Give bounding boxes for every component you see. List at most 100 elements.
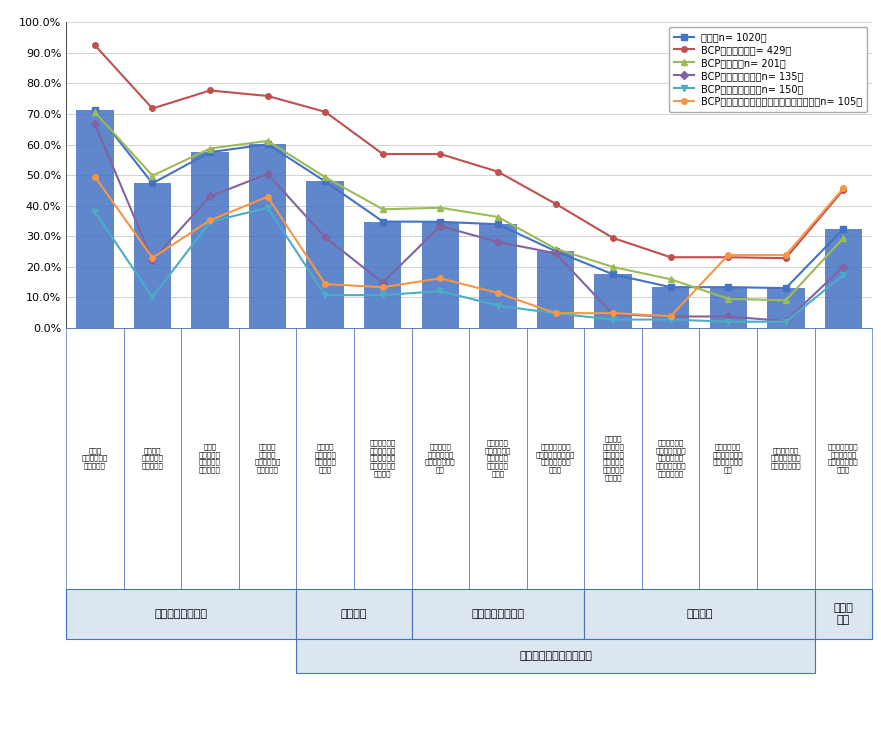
Text: 優先して
復旧すべき
業務・事業
の選定: 優先して 復旧すべき 業務・事業 の選定: [315, 443, 337, 473]
Bar: [422, 222, 459, 328]
BCP策定予定あり（n= 135）: [723, 312, 734, 321]
BCP策定有無又は策定予定がわからない（n= 105）: [492, 288, 503, 297]
BCP策定中（n= 201）: [838, 233, 848, 242]
全体（n= 1020）: [263, 140, 273, 149]
BCP策定有無又は策定予定がわからない（n= 105）: [90, 172, 100, 181]
BCP策定済み（ｎ= 429）: [435, 150, 446, 159]
BCP策定中（n= 201）: [320, 173, 330, 182]
BCP策定有無又は策定予定がわからない（n= 105）: [320, 279, 330, 288]
BCP策定中（n= 201）: [551, 244, 561, 253]
BCP策定予定なし（n= 150）: [204, 218, 215, 226]
BCP策定予定なし（n= 150）: [377, 291, 388, 299]
BCP策定予定あり（n= 135）: [838, 262, 848, 271]
BCP策定有無又は策定予定がわからない（n= 105）: [838, 184, 848, 193]
BCP策定予定なし（n= 150）: [838, 270, 848, 279]
BCP策定中（n= 201）: [90, 108, 100, 117]
全体（n= 1020）: [377, 217, 388, 226]
BCP策定有無又は策定予定がわからない（n= 105）: [723, 250, 734, 259]
BCP策定済み（ｎ= 429）: [723, 253, 734, 261]
BCP策定予定あり（n= 135）: [320, 233, 330, 242]
BCP策定中（n= 201）: [492, 212, 503, 221]
Text: 復旧方针: 復旧方针: [341, 609, 367, 619]
Legend: 全体（n= 1020）, BCP策定済み（ｎ= 429）, BCP策定中（n= 201）, BCP策定予定あり（n= 135）, BCP策定予定なし（n= 15: 全体（n= 1020）, BCP策定済み（ｎ= 429）, BCP策定中（n= …: [670, 28, 867, 112]
BCP策定予定あり（n= 135）: [147, 256, 158, 264]
Bar: [825, 229, 862, 328]
Bar: [537, 251, 574, 328]
BCP策定中（n= 201）: [147, 171, 158, 180]
Text: 災害・事故等が
発生したこと
を想定した訓練
の実施: 災害・事故等が 発生したこと を想定した訓練 の実施: [828, 443, 859, 473]
BCP策定中（n= 201）: [377, 205, 388, 214]
BCP策定中（n= 201）: [665, 275, 676, 284]
Text: マスコミへの
情報発信手順・
代替メディアの
用意: マスコミへの 情報発信手順・ 代替メディアの 用意: [713, 443, 744, 473]
BCP策定済み（ｎ= 429）: [204, 86, 215, 95]
Bar: [134, 183, 171, 328]
BCP策定有無又は策定予定がわからない（n= 105）: [551, 308, 561, 317]
BCP策定有無又は策定予定がわからない（n= 105）: [263, 192, 273, 201]
BCP策定中（n= 201）: [608, 262, 618, 271]
BCP策定済み（ｎ= 429）: [838, 186, 848, 194]
BCP策定済み（ｎ= 429）: [147, 104, 158, 113]
Bar: [307, 182, 344, 328]
Text: 対策本部
立上げ判断
基準の設定: 対策本部 立上げ判断 基準の設定: [142, 447, 163, 469]
Line: 全体（n= 1020）: 全体（n= 1020）: [93, 107, 846, 291]
全体（n= 1020）: [435, 218, 446, 226]
BCP策定済み（ｎ= 429）: [551, 200, 561, 209]
BCP策定有無又は策定予定がわからない（n= 105）: [665, 311, 676, 320]
全体（n= 1020）: [723, 282, 734, 291]
BCP策定予定あり（n= 135）: [90, 120, 100, 129]
全体（n= 1020）: [838, 224, 848, 233]
Line: BCP策定予定あり（n= 135）: BCP策定予定あり（n= 135）: [93, 121, 846, 324]
BCP策定済み（ｎ= 429）: [263, 92, 273, 101]
Text: 外部連携: 外部連携: [686, 609, 713, 619]
Text: 自社リソース復旧: 自社リソース復旧: [471, 609, 524, 619]
BCP策定予定あり（n= 135）: [377, 278, 388, 287]
全体（n= 1020）: [608, 270, 618, 279]
BCP策定済み（ｎ= 429）: [665, 253, 676, 261]
BCP策定中（n= 201）: [723, 294, 734, 303]
BCP策定済み（ｎ= 429）: [320, 107, 330, 116]
BCP策定有無又は策定予定がわからない（n= 105）: [435, 274, 446, 283]
BCP策定予定あり（n= 135）: [551, 249, 561, 258]
Text: いつまでに、
どの程度まで
事業を復旧さ
せるかの目標
設定業務: いつまでに、 どの程度まで 事業を復旧さ せるかの目標 設定業務: [370, 440, 396, 477]
Bar: [249, 145, 286, 328]
BCP策定済み（ｎ= 429）: [608, 233, 618, 242]
全体（n= 1020）: [147, 179, 158, 188]
BCP策定予定なし（n= 150）: [320, 291, 330, 299]
Bar: [767, 288, 804, 328]
BCP策定予定なし（n= 150）: [90, 207, 100, 216]
BCP策定予定なし（n= 150）: [551, 309, 561, 318]
Text: 教育・
訓練: 教育・ 訓練: [833, 603, 854, 624]
全体（n= 1020）: [665, 282, 676, 291]
Text: 人的リソースへ
（従業員・職員等）
についての代替
の用意: 人的リソースへ （従業員・職員等） についての代替 の用意: [536, 443, 575, 473]
BCP策定予定なし（n= 150）: [781, 317, 791, 326]
Text: 従業員・
職員への
退社・出勤等
の判断指針: 従業員・ 職員への 退社・出勤等 の判断指針: [255, 443, 281, 473]
BCP策定済み（ｎ= 429）: [377, 150, 388, 159]
BCP策定予定あり（n= 135）: [781, 317, 791, 326]
BCP策定済み（ｎ= 429）: [781, 254, 791, 263]
BCP策定有無又は策定予定がわからない（n= 105）: [377, 282, 388, 291]
BCP策定予定あり（n= 135）: [608, 310, 618, 319]
Line: BCP策定済み（ｎ= 429）: BCP策定済み（ｎ= 429）: [93, 42, 846, 261]
BCP策定予定あり（n= 135）: [435, 221, 446, 230]
全体（n= 1020）: [320, 177, 330, 186]
Bar: [595, 274, 632, 328]
Bar: [479, 224, 516, 328]
BCP策定中（n= 201）: [781, 296, 791, 305]
BCP策定予定なし（n= 150）: [492, 301, 503, 310]
全体（n= 1020）: [551, 247, 561, 256]
全体（n= 1020）: [492, 220, 503, 229]
Text: 初動段階での対策: 初動段階での対策: [155, 609, 208, 619]
Bar: [364, 221, 402, 328]
BCP策定予定なし（n= 150）: [263, 203, 273, 212]
BCP策定中（n= 201）: [204, 144, 215, 153]
BCP策定予定あり（n= 135）: [204, 192, 215, 201]
Line: BCP策定予定なし（n= 150）: BCP策定予定なし（n= 150）: [93, 205, 846, 325]
Text: 自社情報シ
ステムについ
ての復旧手
順・代替策
の用意: 自社情報シ ステムについ ての復旧手 順・代替策 の用意: [485, 440, 511, 477]
BCP策定予定あり（n= 135）: [492, 238, 503, 247]
Bar: [191, 152, 229, 328]
Text: 被災・
被害状況の
確認・連絡
手順の策定: 被災・ 被害状況の 確認・連絡 手順の策定: [199, 443, 221, 473]
BCP策定中（n= 201）: [435, 203, 446, 212]
全体（n= 1020）: [204, 148, 215, 156]
Text: 応急・復旧段階での対策: 応急・復旧段階での対策: [519, 651, 592, 661]
Text: ステーク
ホルダーと
のサプライ
チェーンに
ついての対
策の用意: ステーク ホルダーと のサプライ チェーンに ついての対 策の用意: [602, 436, 624, 481]
